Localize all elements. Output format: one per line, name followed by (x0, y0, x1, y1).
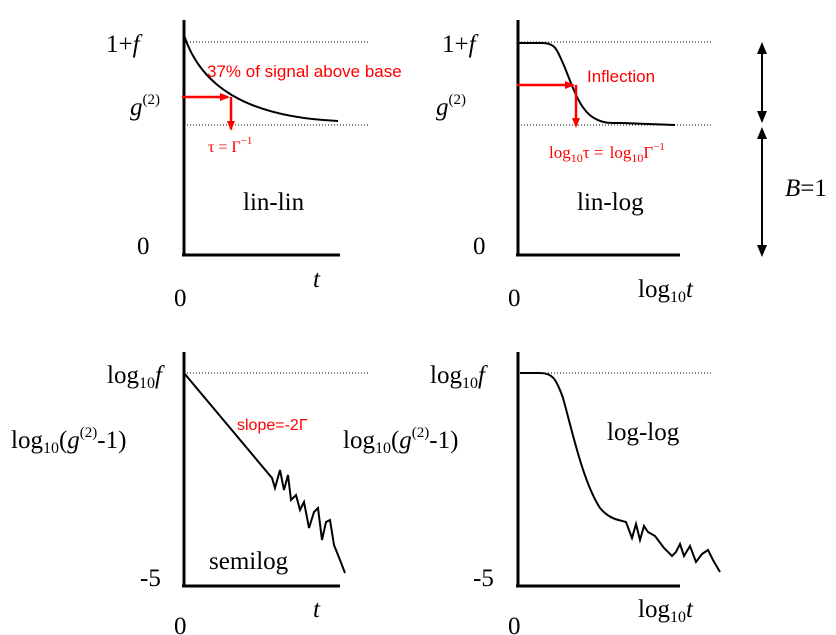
panel-log-log: log10f log10(g(2)-1) -5 0 log10t log-log (343, 352, 721, 635)
y-axis-label: g(2) (130, 92, 160, 121)
semilog-curve (183, 372, 346, 574)
tau-annotation: τ = Γ−1 (208, 135, 252, 156)
log-log-curve (520, 372, 721, 573)
x-zero-label: 0 (174, 613, 187, 635)
y-axis-label: log10(g(2)-1) (343, 425, 458, 457)
y-top-label: log10f (107, 362, 165, 392)
panel-lin-lin: 1+f g(2) 0 0 t 37% of signal above base … (106, 20, 402, 312)
x-axis-label: t (313, 266, 321, 293)
x-axis-label: log10t (638, 276, 694, 306)
y-axis-label: log10(g(2)-1) (11, 425, 126, 457)
y-bottom-label: -5 (473, 565, 494, 592)
x-zero-label: 0 (508, 613, 521, 635)
panel-title: lin-log (577, 189, 644, 216)
decay-curve (183, 34, 339, 122)
y-zero-label: 0 (473, 233, 486, 260)
panel-title: lin-lin (243, 189, 305, 216)
panel-lin-log: 1+f g(2) 0 0 log10t Inflection log10τ = … (436, 20, 712, 312)
panel-title: log-log (607, 419, 680, 446)
slope-annotation: slope=-2Γ (237, 417, 308, 434)
x-zero-label: 0 (174, 285, 187, 312)
inflection-annotation: Inflection (587, 67, 655, 86)
baseline-marker: B=1 (757, 42, 827, 257)
panel-semilog: log10f log10(g(2)-1) -5 0 t slope=-2Γ se… (11, 352, 370, 635)
log-tau-annotation: log10τ = log10Γ−1 (549, 141, 665, 165)
y-top-label: 1+f (106, 31, 143, 58)
x-zero-label: 0 (508, 285, 521, 312)
x-axis-label: t (313, 596, 321, 623)
y-zero-label: 0 (137, 233, 150, 260)
y-axis-label: g(2) (436, 92, 466, 121)
signal-annotation: 37% of signal above base (207, 62, 402, 81)
panel-title: semilog (209, 548, 289, 575)
y-top-label: 1+f (442, 31, 479, 58)
x-axis-label: log10t (638, 596, 694, 626)
b-equals-one-label: B=1 (785, 175, 827, 202)
y-bottom-label: -5 (140, 565, 161, 592)
y-top-label: log10f (430, 362, 488, 392)
